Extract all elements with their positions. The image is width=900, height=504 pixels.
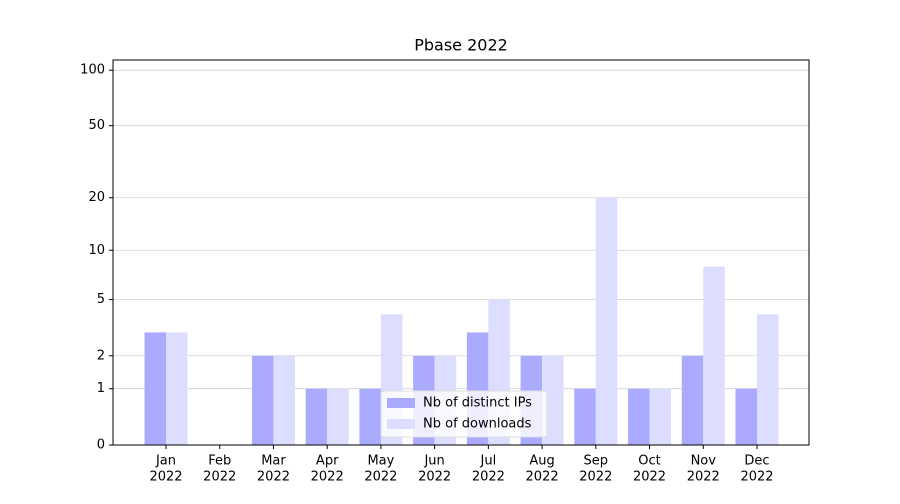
bar — [359, 388, 381, 445]
y-tick-label: 5 — [97, 292, 105, 307]
x-tick-label: 2022 — [311, 470, 344, 485]
x-tick-label: Jul — [480, 454, 497, 469]
x-tick-label: 2022 — [149, 470, 182, 485]
bar — [305, 388, 328, 445]
bar — [273, 355, 295, 445]
bar — [735, 388, 757, 445]
x-tick-label: May — [367, 454, 394, 469]
bar — [144, 332, 166, 445]
bar — [628, 388, 650, 445]
bar — [327, 388, 349, 445]
y-tick-label: 100 — [80, 63, 105, 78]
y-tick-label: 50 — [88, 118, 105, 133]
x-tick-label: Mar — [261, 454, 286, 469]
x-tick-label: Nov — [691, 454, 717, 469]
plot-frame — [112, 59, 810, 446]
y-tick-label: 2 — [97, 348, 105, 363]
x-tick-label: Dec — [744, 454, 769, 469]
y-tick-label: 1 — [97, 381, 105, 396]
x-tick-label: 2022 — [633, 470, 666, 485]
x-tick-label: 2022 — [579, 470, 612, 485]
x-tick-label: Jan — [155, 454, 176, 469]
bar — [703, 266, 725, 445]
x-tick-label: 2022 — [526, 470, 559, 485]
legend: Nb of distinct IPs Nb of downloads — [380, 390, 548, 438]
legend-label: Nb of distinct IPs — [423, 396, 532, 411]
y-tick-label: 0 — [97, 438, 105, 453]
y-tick-label: 10 — [88, 243, 105, 258]
x-tick-label: Sep — [584, 454, 609, 469]
bar — [166, 332, 188, 445]
legend-swatch — [387, 398, 415, 408]
legend-label: Nb of downloads — [423, 417, 532, 432]
bar — [574, 388, 596, 445]
x-tick-label: 2022 — [257, 470, 290, 485]
chart-title: Pbase 2022 — [414, 36, 508, 55]
y-tick-label: 20 — [88, 190, 105, 205]
x-tick-label: Feb — [208, 454, 231, 469]
x-tick-label: 2022 — [364, 470, 397, 485]
x-tick-label: 2022 — [687, 470, 720, 485]
x-tick-label: Oct — [638, 454, 660, 469]
legend-box — [380, 390, 548, 438]
x-tick-label: 2022 — [472, 470, 505, 485]
x-tick-label: Aug — [529, 454, 554, 469]
bar — [251, 355, 274, 445]
legend-swatch — [387, 419, 415, 429]
bar — [681, 355, 704, 445]
x-tick-label: 2022 — [418, 470, 451, 485]
bar — [757, 314, 779, 445]
x-tick-label: Apr — [316, 454, 339, 469]
bar — [595, 197, 618, 445]
x-tick-label: Jun — [423, 454, 444, 469]
x-tick-label: 2022 — [203, 470, 236, 485]
bar — [649, 388, 672, 445]
x-tick-label: 2022 — [740, 470, 773, 485]
